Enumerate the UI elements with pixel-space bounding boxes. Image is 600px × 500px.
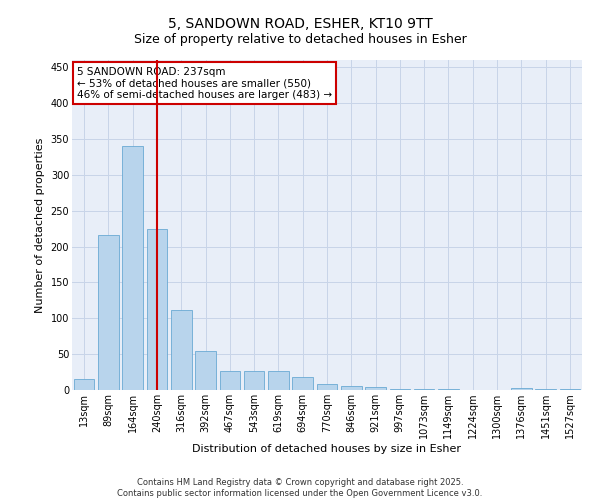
Bar <box>244 372 265 390</box>
Bar <box>220 370 240 390</box>
Bar <box>389 388 410 390</box>
Bar <box>146 230 167 390</box>
Bar <box>317 384 337 390</box>
Bar <box>292 377 313 390</box>
Bar <box>535 388 556 390</box>
Text: Contains HM Land Registry data © Crown copyright and database right 2025.
Contai: Contains HM Land Registry data © Crown c… <box>118 478 482 498</box>
Bar <box>511 388 532 390</box>
Text: Size of property relative to detached houses in Esher: Size of property relative to detached ho… <box>134 32 466 46</box>
Bar <box>365 387 386 390</box>
Bar <box>74 379 94 390</box>
Bar <box>122 146 143 390</box>
Bar <box>195 352 216 390</box>
Y-axis label: Number of detached properties: Number of detached properties <box>35 138 45 312</box>
Text: 5 SANDOWN ROAD: 237sqm
← 53% of detached houses are smaller (550)
46% of semi-de: 5 SANDOWN ROAD: 237sqm ← 53% of detached… <box>77 66 332 100</box>
Bar <box>341 386 362 390</box>
Bar <box>98 235 119 390</box>
Bar <box>171 310 191 390</box>
Bar <box>560 388 580 390</box>
Bar <box>268 372 289 390</box>
X-axis label: Distribution of detached houses by size in Esher: Distribution of detached houses by size … <box>193 444 461 454</box>
Text: 5, SANDOWN ROAD, ESHER, KT10 9TT: 5, SANDOWN ROAD, ESHER, KT10 9TT <box>167 18 433 32</box>
